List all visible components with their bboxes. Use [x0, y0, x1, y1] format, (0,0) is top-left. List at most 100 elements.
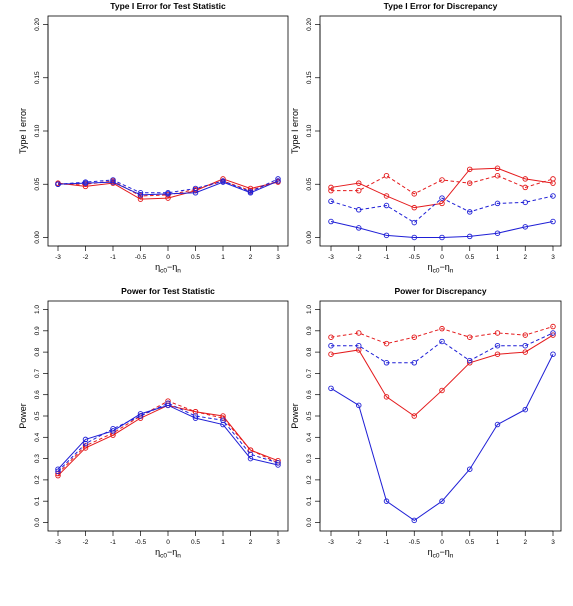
y-axis: 0.0 0.1 0.2 0.3 0.4 0.5 0.6 0.7 0.8 0.9 1.0 — [306, 305, 321, 527]
series-line — [331, 332, 554, 364]
data-point — [356, 187, 362, 194]
series-red-dashed — [328, 172, 556, 197]
data-point — [550, 332, 556, 338]
x-tick-label: 0.5 — [191, 254, 200, 261]
x-tick-label: -0.5 — [409, 539, 421, 546]
x-axis: -3 -2 -1 -0.5 0 0.5 1 2 3 — [328, 245, 555, 261]
data-point — [110, 426, 116, 432]
data-point — [275, 462, 281, 468]
data-point — [550, 218, 556, 225]
data-point — [383, 172, 390, 179]
data-point — [494, 351, 501, 357]
y-tick-label: 0.00 — [34, 231, 41, 244]
x-tick-label: 1 — [221, 254, 225, 261]
series-line — [330, 334, 554, 417]
data-point — [328, 198, 334, 205]
x-tick-label: 0 — [166, 254, 170, 261]
data-point — [383, 193, 390, 199]
data-point — [494, 342, 501, 349]
data-point — [467, 233, 473, 240]
y-tick-label: 0.2 — [306, 475, 313, 484]
x-axis: -3 -2 -1 -0.5 0 0.5 1 2 3 — [55, 245, 280, 261]
y-tick-label: 0.5 — [306, 411, 313, 420]
x-tick-label: -2 — [83, 254, 89, 261]
y-tick-label: 0.10 — [34, 124, 41, 137]
plot-frame — [319, 15, 562, 247]
x-tick-label: -2 — [356, 539, 362, 546]
data-point — [494, 330, 501, 336]
data-point — [55, 181, 61, 187]
y-tick-label: 0.3 — [34, 454, 41, 463]
data-point — [439, 195, 445, 201]
series-red-solid — [328, 165, 556, 211]
y-tick-label: 1.0 — [34, 305, 41, 314]
x-tick-label: -0.5 — [135, 539, 147, 546]
data-point — [494, 200, 501, 207]
series-blue-solid — [55, 402, 281, 472]
x-tick-label: 2 — [249, 539, 253, 546]
data-point — [522, 406, 529, 413]
y-axis-label: Power — [290, 403, 300, 429]
x-tick-label: 0.5 — [465, 539, 474, 546]
x-axis-label: ηc0−ηn — [428, 262, 454, 275]
data-point — [411, 413, 418, 419]
data-point — [494, 421, 501, 428]
x-axis-label-part: −η — [167, 547, 177, 557]
series-blue-solid — [328, 351, 556, 524]
data-point — [165, 190, 171, 196]
data-point — [356, 402, 362, 409]
series-line — [331, 175, 554, 195]
data-point — [439, 200, 445, 207]
data-point — [550, 330, 556, 336]
data-point — [383, 498, 390, 504]
data-point — [467, 166, 473, 173]
x-axis-label-part: −η — [440, 262, 450, 272]
chart-title: Type I Error for Discrepancy — [384, 1, 498, 11]
data-point — [328, 385, 334, 392]
y-tick-label: 0.0 — [34, 518, 41, 527]
x-axis: -3 -2 -1 -0.5 0 0.5 1 2 3 — [55, 530, 280, 546]
y-tick-label: 0.4 — [34, 432, 41, 441]
data-point — [82, 179, 89, 185]
data-point — [275, 176, 281, 182]
x-axis-label-part: n — [177, 553, 181, 560]
x-tick-label: -3 — [55, 539, 61, 546]
x-tick-label: -1 — [110, 539, 116, 546]
series-blue-dashed — [328, 193, 556, 226]
x-tick-label: 2 — [249, 254, 253, 261]
series-line — [57, 402, 279, 472]
data-point — [137, 190, 144, 196]
series-line — [330, 354, 554, 521]
data-point — [192, 415, 199, 421]
y-tick-label: 0.7 — [34, 369, 41, 378]
data-point — [137, 413, 144, 419]
y-axis: 0.00 0.05 0.10 0.15 0.20 — [34, 18, 49, 244]
x-axis-label-part: n — [177, 268, 181, 275]
chart-panel-4: Power for Discrepancy0.00.10.20.30.40.50… — [290, 286, 562, 560]
data-point — [494, 165, 501, 172]
data-point — [383, 394, 390, 400]
series-red-dashed — [328, 323, 556, 347]
x-tick-label: 3 — [551, 539, 555, 546]
series-line — [330, 221, 554, 238]
series-line — [57, 404, 279, 470]
x-tick-label: 0 — [440, 539, 444, 546]
x-tick-label: 1 — [496, 254, 500, 261]
y-tick-label: 0.8 — [34, 347, 41, 356]
data-point — [328, 351, 334, 357]
data-point — [383, 360, 390, 366]
series-blue-dashed — [55, 400, 281, 475]
y-axis-label: Type I error — [18, 108, 28, 154]
data-point — [247, 451, 254, 458]
series-line — [57, 178, 279, 194]
data-point — [467, 357, 473, 364]
data-point — [82, 440, 89, 447]
y-tick-label: 0.05 — [306, 178, 313, 191]
y-axis-label: Power — [18, 403, 28, 429]
x-tick-label: -2 — [83, 539, 89, 546]
x-axis-label-part: −η — [167, 262, 177, 272]
x-axis-label-part: η — [155, 547, 160, 557]
data-point — [328, 218, 334, 225]
x-axis-label-part: c0 — [433, 268, 440, 275]
data-point — [411, 334, 418, 340]
